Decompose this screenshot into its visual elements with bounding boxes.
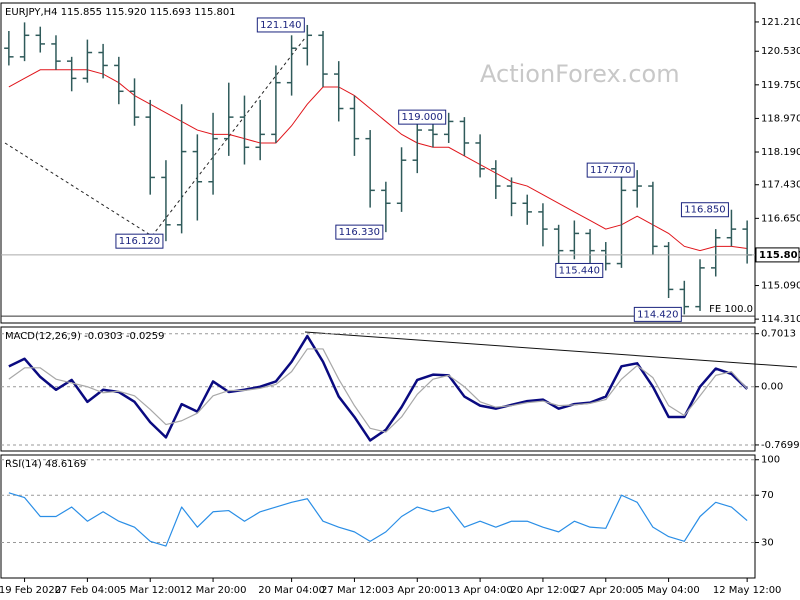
x-tick-label: 13 Apr 04:00 (448, 585, 513, 596)
macd-trendline (304, 331, 798, 368)
y-tick-label: 120.530 (761, 46, 800, 57)
y-tick-label: 116.650 (761, 213, 800, 224)
price-label: 116.850 (684, 205, 725, 216)
y-tick-label: 30 (761, 538, 774, 549)
x-tick-label: 27 Apr 20:00 (573, 585, 638, 596)
price-label: 115.440 (559, 265, 600, 276)
panel (0, 2, 756, 324)
price-label: 116.330 (339, 227, 380, 238)
fe-label: FE 100.0 (709, 304, 753, 315)
panel (0, 454, 756, 579)
price-label-box (256, 17, 305, 33)
price-label-box (398, 109, 447, 125)
panel-title: EURJPY,H4 115.855 115.920 115.693 115.80… (5, 7, 236, 18)
watermark: ActionForex.com (480, 60, 680, 88)
y-tick-label: 100 (761, 455, 780, 466)
y-tick-label: 121.210 (761, 17, 800, 28)
x-tick-label: 3 Apr 20:00 (388, 585, 447, 596)
series-line (8, 348, 748, 433)
y-tick-label: -0.7699 (761, 440, 800, 451)
panel-title: RSI(14) 48.6169 (5, 459, 86, 470)
y-tick-label: 118.970 (761, 113, 800, 124)
price-label-box (555, 262, 604, 278)
panel (0, 326, 756, 452)
x-tick-label: 5 Mar 12:00 (120, 585, 180, 596)
x-tick-label: 12 May 12:00 (713, 585, 782, 596)
price-label: 116.120 (119, 236, 160, 247)
y-tick-label: 117.430 (761, 180, 800, 191)
moving-average (8, 69, 748, 252)
y-tick-label: 115.090 (761, 281, 800, 292)
y-tick-label: 114.310 (761, 314, 800, 325)
y-tick-label: 118.190 (761, 147, 800, 158)
price-label: 119.000 (402, 112, 443, 123)
x-tick-label: 20 Apr 12:00 (510, 585, 575, 596)
x-tick-label: 5 May 04:00 (637, 585, 699, 596)
price-label: 117.770 (590, 165, 631, 176)
y-tick-label: 0.00 (761, 382, 783, 393)
panel-title: MACD(12,26,9) -0.0303 -0.0259 (5, 331, 165, 342)
y-tick-label: 0.7013 (761, 329, 796, 340)
y-tick-label: 119.750 (761, 80, 800, 91)
x-tick-label: 27 Mar 12:00 (321, 585, 388, 596)
price-label-box (115, 233, 164, 249)
price-label-box (633, 306, 682, 322)
series-line (8, 492, 748, 547)
last-price-label: 115.801 (759, 250, 800, 261)
x-tick-label: 12 Mar 20:00 (180, 585, 247, 596)
x-tick-label: 19 Feb 2020 (0, 585, 61, 596)
price-label-box (680, 202, 729, 218)
last-price-box (755, 247, 800, 263)
series-line (8, 334, 749, 442)
price-label: 114.420 (637, 309, 678, 320)
price-label-box (335, 224, 384, 240)
y-tick-label: 70 (761, 490, 774, 501)
x-tick-label: 20 Mar 04:00 (258, 585, 325, 596)
x-tick-label: 27 Feb 04:00 (55, 585, 121, 596)
price-label: 121.140 (260, 20, 301, 31)
price-label-box (586, 162, 635, 178)
